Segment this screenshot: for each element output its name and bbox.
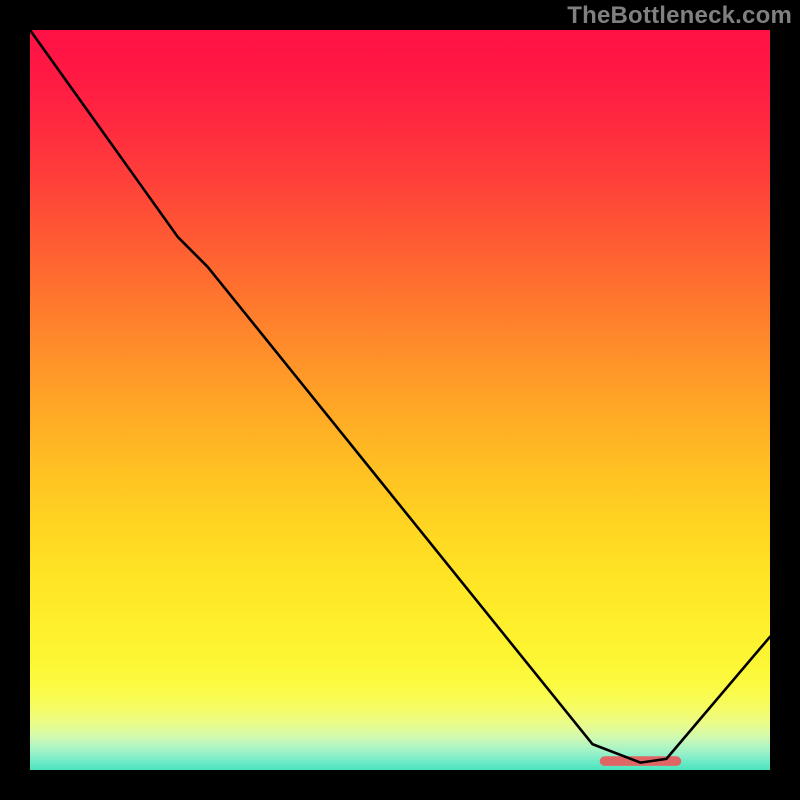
- gradient-background: [30, 30, 770, 770]
- plot-svg: [30, 30, 770, 770]
- plot-area: [30, 30, 770, 770]
- chart-frame: TheBottleneck.com: [0, 0, 800, 800]
- watermark: TheBottleneck.com: [567, 2, 792, 30]
